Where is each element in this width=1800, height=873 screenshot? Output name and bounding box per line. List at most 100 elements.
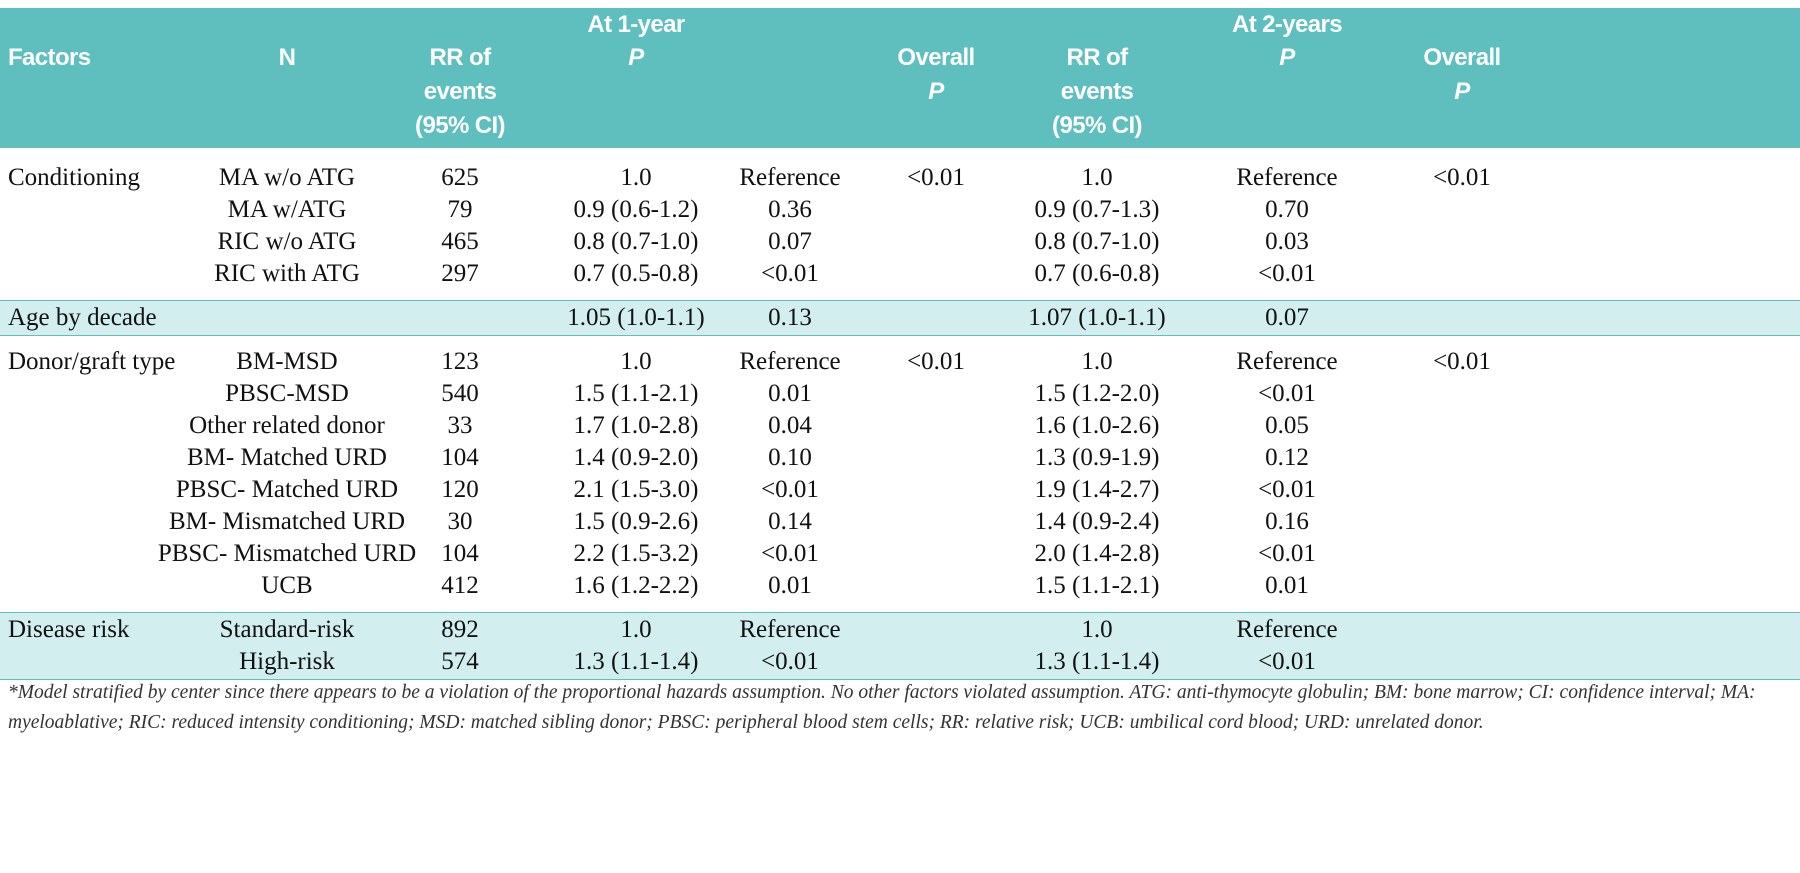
table-cell: 1.3 (1.1-1.4) (1034, 648, 1160, 675)
table-body: Conditioning MA w/o ATG 625 1.0 Reference <0.… (0, 160, 1800, 688)
table-cell: 0.01 (768, 572, 812, 599)
header-line: (95% CI) (1052, 112, 1142, 139)
table-cell: UCB (261, 572, 313, 599)
table-cell: 540 (441, 380, 479, 407)
table-cell: 33 (447, 412, 473, 439)
column-header: N (279, 41, 296, 75)
row-group: Age by decade 1.05 (1.0-1.1) 0.13 1.07 (1.0… (0, 300, 1800, 336)
table-cell: 1.5 (1.1-2.1) (1034, 572, 1160, 599)
table-cell: 0.70 (1265, 196, 1309, 223)
table-cell: Reference (1236, 348, 1338, 375)
table-cell: 2.0 (1.4-2.8) (1034, 540, 1160, 567)
table-cell: 1.07 (1.0-1.1) (1028, 304, 1166, 331)
table-cell: 1.5 (0.9-2.6) (573, 508, 699, 535)
table-cell: 0.03 (1265, 228, 1309, 255)
table-cell: <0.01 (1258, 380, 1316, 407)
table-cell: <0.01 (1433, 164, 1491, 191)
table-cell: <0.01 (1433, 348, 1491, 375)
table-cell: 297 (441, 260, 479, 287)
table-cell: 1.9 (1.4-2.7) (1034, 476, 1160, 503)
header-line: events (423, 78, 497, 105)
table-cell: 0.01 (768, 380, 812, 407)
column-group-label: At 1-year (587, 11, 685, 38)
table-cell: 79 (447, 196, 473, 223)
table-cell: 412 (441, 572, 479, 599)
table-cell: 1.6 (1.2-2.2) (573, 572, 699, 599)
table-cell: 625 (441, 164, 479, 191)
column-group-label: At 2-years (1231, 11, 1343, 38)
column-header: RR of events (95% CI) (1052, 41, 1142, 143)
table-cell: 0.8 (0.7-1.0) (573, 228, 699, 255)
table-cell: 0.7 (0.5-0.8) (573, 260, 699, 287)
table-cell: BM-MSD (236, 348, 338, 375)
table-cell: <0.01 (761, 476, 819, 503)
table-row: BM- Matched URD 104 1.4 (0.9-2.0) 0.10 1.3 (… (0, 442, 1800, 474)
table-cell: 0.10 (768, 444, 812, 471)
header-line: P (628, 44, 644, 71)
table-cell: Standard-risk (219, 616, 355, 643)
table-cell: 123 (441, 348, 479, 375)
table-row: Conditioning MA w/o ATG 625 1.0 Reference <0.… (0, 162, 1800, 194)
table-cell: 1.3 (1.1-1.4) (573, 648, 699, 675)
table-cell: 1.3 (0.9-1.9) (1034, 444, 1160, 471)
table-cell: RIC with ATG (214, 260, 360, 287)
table-cell: PBSC- Mismatched URD (157, 540, 417, 567)
table-cell: 892 (441, 616, 479, 643)
column-header: P (628, 41, 644, 75)
table-cell: 0.07 (1265, 304, 1309, 331)
table-cell: Conditioning (8, 164, 140, 191)
table-cell: 104 (441, 540, 479, 567)
table-cell: 30 (447, 508, 473, 535)
row-group: Donor/graft type BM-MSD 123 1.0 Reference <0.… (0, 344, 1800, 604)
table-cell: 1.0 (1081, 616, 1113, 643)
table-row: Age by decade 1.05 (1.0-1.1) 0.13 1.07 (1.0… (0, 302, 1800, 334)
table-cell: <0.01 (1258, 260, 1316, 287)
table-row: PBSC- Mismatched URD 104 2.2 (1.5-3.2) <0.0… (0, 538, 1800, 570)
table-cell: Reference (1236, 616, 1338, 643)
header-line: P (1454, 78, 1470, 105)
table-cell: 0.04 (768, 412, 812, 439)
table-cell: 0.05 (1265, 412, 1309, 439)
table-cell: 1.05 (1.0-1.1) (567, 304, 705, 331)
table-cell: 0.07 (768, 228, 812, 255)
table-cell: MA w/o ATG (218, 164, 356, 191)
table-cell: RIC w/o ATG (217, 228, 357, 255)
table-cell: Donor/graft type (8, 348, 176, 375)
table-cell: 1.0 (620, 348, 652, 375)
header-line: RR of (429, 44, 491, 71)
table-cell: Reference (739, 164, 841, 191)
table-cell: Reference (1236, 164, 1338, 191)
table-row: MA w/ATG 79 0.9 (0.6-1.2) 0.36 0.9 (0.7-1.3)… (0, 194, 1800, 226)
table-cell: 0.01 (1265, 572, 1309, 599)
table-cell: 0.36 (768, 196, 812, 223)
table-row: UCB 412 1.6 (1.2-2.2) 0.01 1.5 (1.1-2.1) 0.01 (0, 570, 1800, 602)
table-row: BM- Mismatched URD 30 1.5 (0.9-2.6) 0.14 1.4… (0, 506, 1800, 538)
table-cell: <0.01 (907, 164, 965, 191)
footnote: *Model stratified by center since there … (8, 682, 1756, 733)
table-row: Disease risk Standard-risk 892 1.0 Reference… (0, 614, 1800, 646)
table-row: RIC w/o ATG 465 0.8 (0.7-1.0) 0.07 0.8 (0.7-… (0, 226, 1800, 258)
column-header: Overall P (897, 41, 975, 109)
table-cell: 1.7 (1.0-2.8) (573, 412, 699, 439)
table-cell: High-risk (239, 648, 335, 675)
table-cell: 0.16 (1265, 508, 1309, 535)
table-cell: 0.7 (0.6-0.8) (1034, 260, 1160, 287)
table-cell: <0.01 (907, 348, 965, 375)
header-line: P (928, 78, 944, 105)
header-line: Overall (1423, 44, 1501, 71)
header-line: (95% CI) (415, 112, 505, 139)
table-row: RIC with ATG 297 0.7 (0.5-0.8) <0.01 0.7 (0.… (0, 258, 1800, 290)
table-cell: 465 (441, 228, 479, 255)
table-cell: <0.01 (1258, 476, 1316, 503)
table-cell: 1.4 (0.9-2.0) (573, 444, 699, 471)
table-cell: Age by decade (8, 304, 157, 331)
table-row: PBSC-MSD 540 1.5 (1.1-2.1) 0.01 1.5 (1.2-2.0… (0, 378, 1800, 410)
table-cell: 1.0 (620, 164, 652, 191)
table-cell: MA w/ATG (227, 196, 347, 223)
table-cell: 0.8 (0.7-1.0) (1034, 228, 1160, 255)
column-header: Factors (8, 41, 91, 75)
table-cell: Reference (739, 616, 841, 643)
table-cell: 1.6 (1.0-2.6) (1034, 412, 1160, 439)
column-header: Overall P (1423, 41, 1501, 109)
